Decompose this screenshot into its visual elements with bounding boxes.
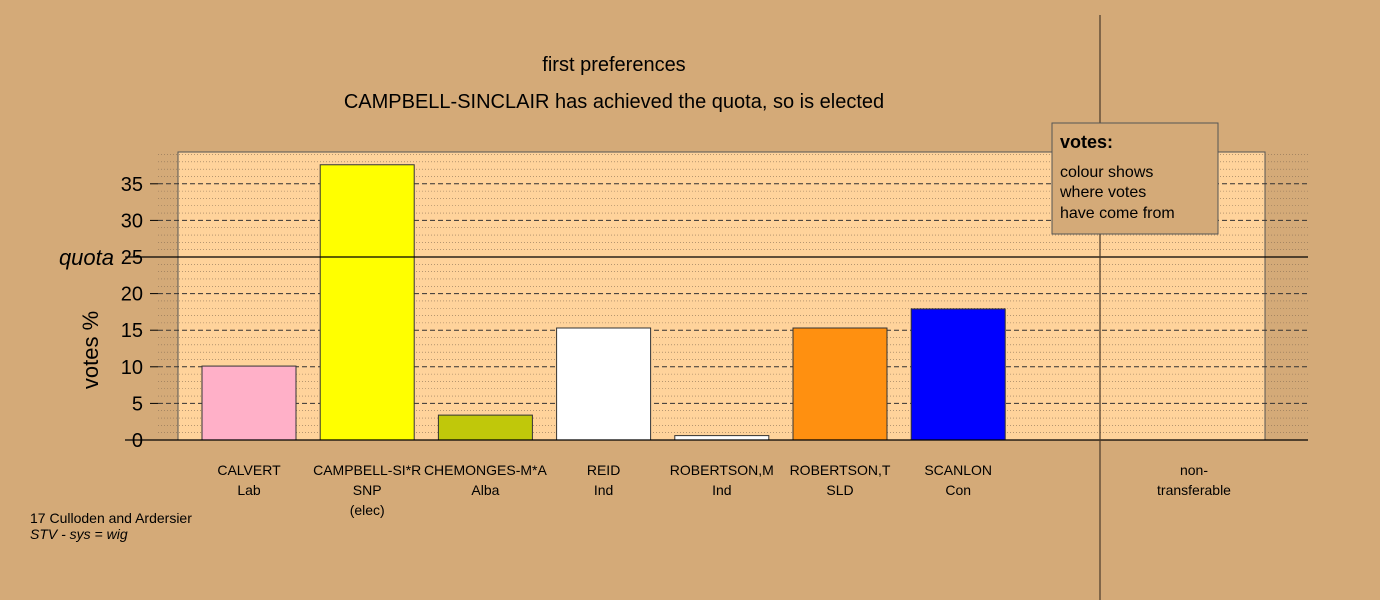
candidate-name-label: REID (587, 462, 620, 478)
bar-chemonges-m-a (437, 414, 533, 441)
y-tick-label: 15 (121, 320, 143, 342)
nontransferable-label-1: non- (1180, 462, 1208, 478)
party-label: SLD (826, 482, 853, 498)
y-tick-label: 35 (121, 174, 143, 196)
party-label: Lab (237, 482, 261, 498)
quota-label: quota (59, 245, 114, 270)
legend-line-2: where votes (1059, 184, 1146, 201)
bar-robertson-m (674, 435, 770, 441)
bar-robertson-t (792, 327, 888, 441)
legend-box: votes: colour shows where votes have com… (1051, 122, 1219, 235)
bar-scanlon (910, 308, 1006, 441)
candidate-name-label: SCANLON (924, 462, 992, 478)
y-tick-label: 5 (132, 393, 143, 415)
party-label: Ind (594, 482, 613, 498)
system-note: STV - sys = wig (30, 526, 128, 542)
nontransferable-label-2: transferable (1157, 482, 1231, 498)
legend-line-1: colour shows (1060, 164, 1153, 181)
legend-title: votes: (1060, 132, 1113, 152)
elected-label: (elec) (350, 502, 385, 518)
party-label: Alba (471, 482, 499, 498)
candidate-name-label: ROBERTSON,M (670, 462, 774, 478)
bar-reid (556, 327, 652, 441)
candidate-name-label: CALVERT (217, 462, 281, 478)
y-tick-label: 25 (121, 247, 143, 269)
party-label: Con (945, 482, 971, 498)
y-tick-label: 20 (121, 284, 143, 306)
y-axis-label: votes % (78, 311, 103, 389)
legend-line-3: have come from (1060, 205, 1175, 222)
candidate-name-label: CAMPBELL-SI*R (313, 462, 421, 478)
bar-campbell-si-r (319, 164, 415, 441)
party-label: Ind (712, 482, 731, 498)
y-tick-label: 30 (121, 210, 143, 232)
chart-subtitle: CAMPBELL-SINCLAIR has achieved the quota… (344, 91, 884, 113)
ward-name: 17 Culloden and Ardersier (30, 510, 192, 526)
candidate-name-label: ROBERTSON,T (790, 462, 891, 478)
y-tick-label: 10 (121, 357, 143, 379)
bar-calvert (201, 365, 297, 441)
chart-title: first preferences (542, 54, 685, 76)
footer: 17 Culloden and Ardersier STV - sys = wi… (30, 510, 192, 542)
party-label: SNP (353, 482, 382, 498)
candidate-name-label: CHEMONGES-M*A (424, 462, 548, 478)
y-tick-label: 0 (132, 430, 143, 452)
